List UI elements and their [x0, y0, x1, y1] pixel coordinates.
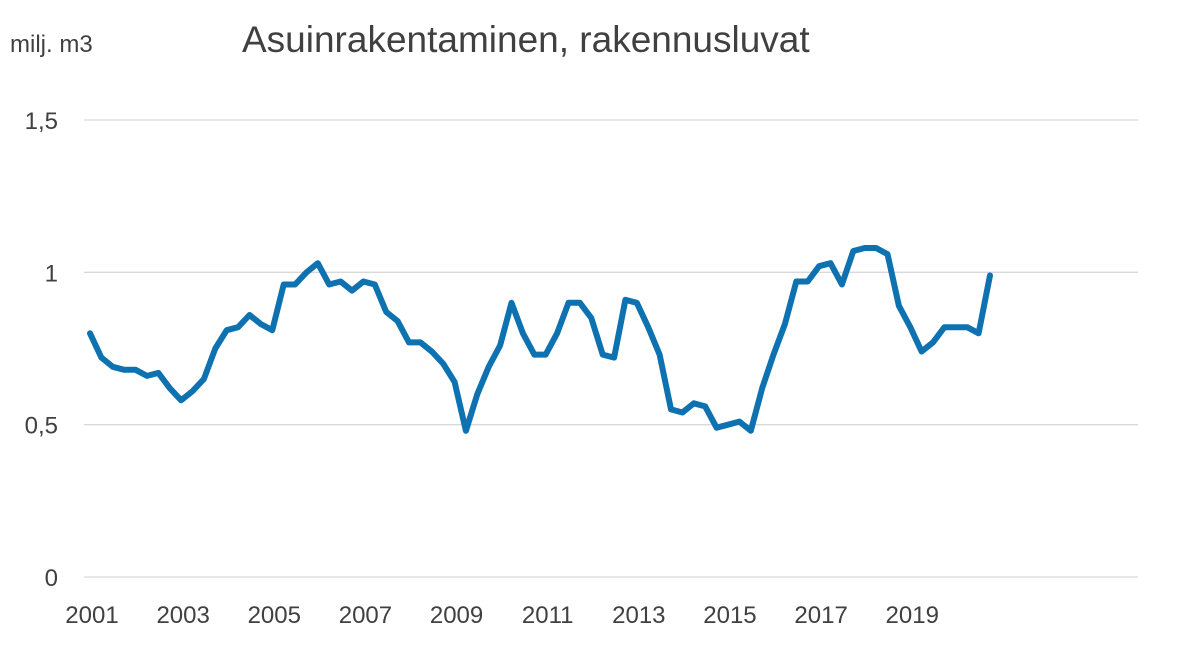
x-tick-label: 2011 [522, 602, 574, 629]
x-tick-label: 2005 [248, 602, 301, 629]
gridlines [84, 119, 1138, 578]
x-tick-label: 2003 [156, 602, 209, 629]
series-line [87, 245, 993, 434]
y-tick-label: 1 [45, 260, 58, 287]
series-layer [87, 245, 993, 434]
x-tick-label: 2019 [886, 602, 939, 629]
y-tick-label: 1,5 [25, 108, 58, 135]
chart-title: Asuinrakentaminen, rakennusluvat [242, 19, 810, 60]
x-tick-label: 2017 [794, 602, 847, 629]
y-axis-ticks: 0 0,5 1 1,5 [25, 108, 58, 592]
x-tick-label: 2007 [339, 602, 392, 629]
y-tick-label: 0 [45, 565, 58, 592]
x-tick-label: 2013 [612, 602, 665, 629]
y-tick-label: 0,5 [25, 413, 58, 440]
x-tick-label: 2015 [703, 602, 756, 629]
x-tick-label: 2009 [430, 602, 483, 629]
x-axis-ticks: 2001 2003 2005 2007 2009 2011 2013 2015 2017 2019 [65, 602, 939, 629]
y-axis-unit-label: milj. m3 [10, 31, 93, 58]
x-tick-label: 2001 [65, 602, 118, 629]
